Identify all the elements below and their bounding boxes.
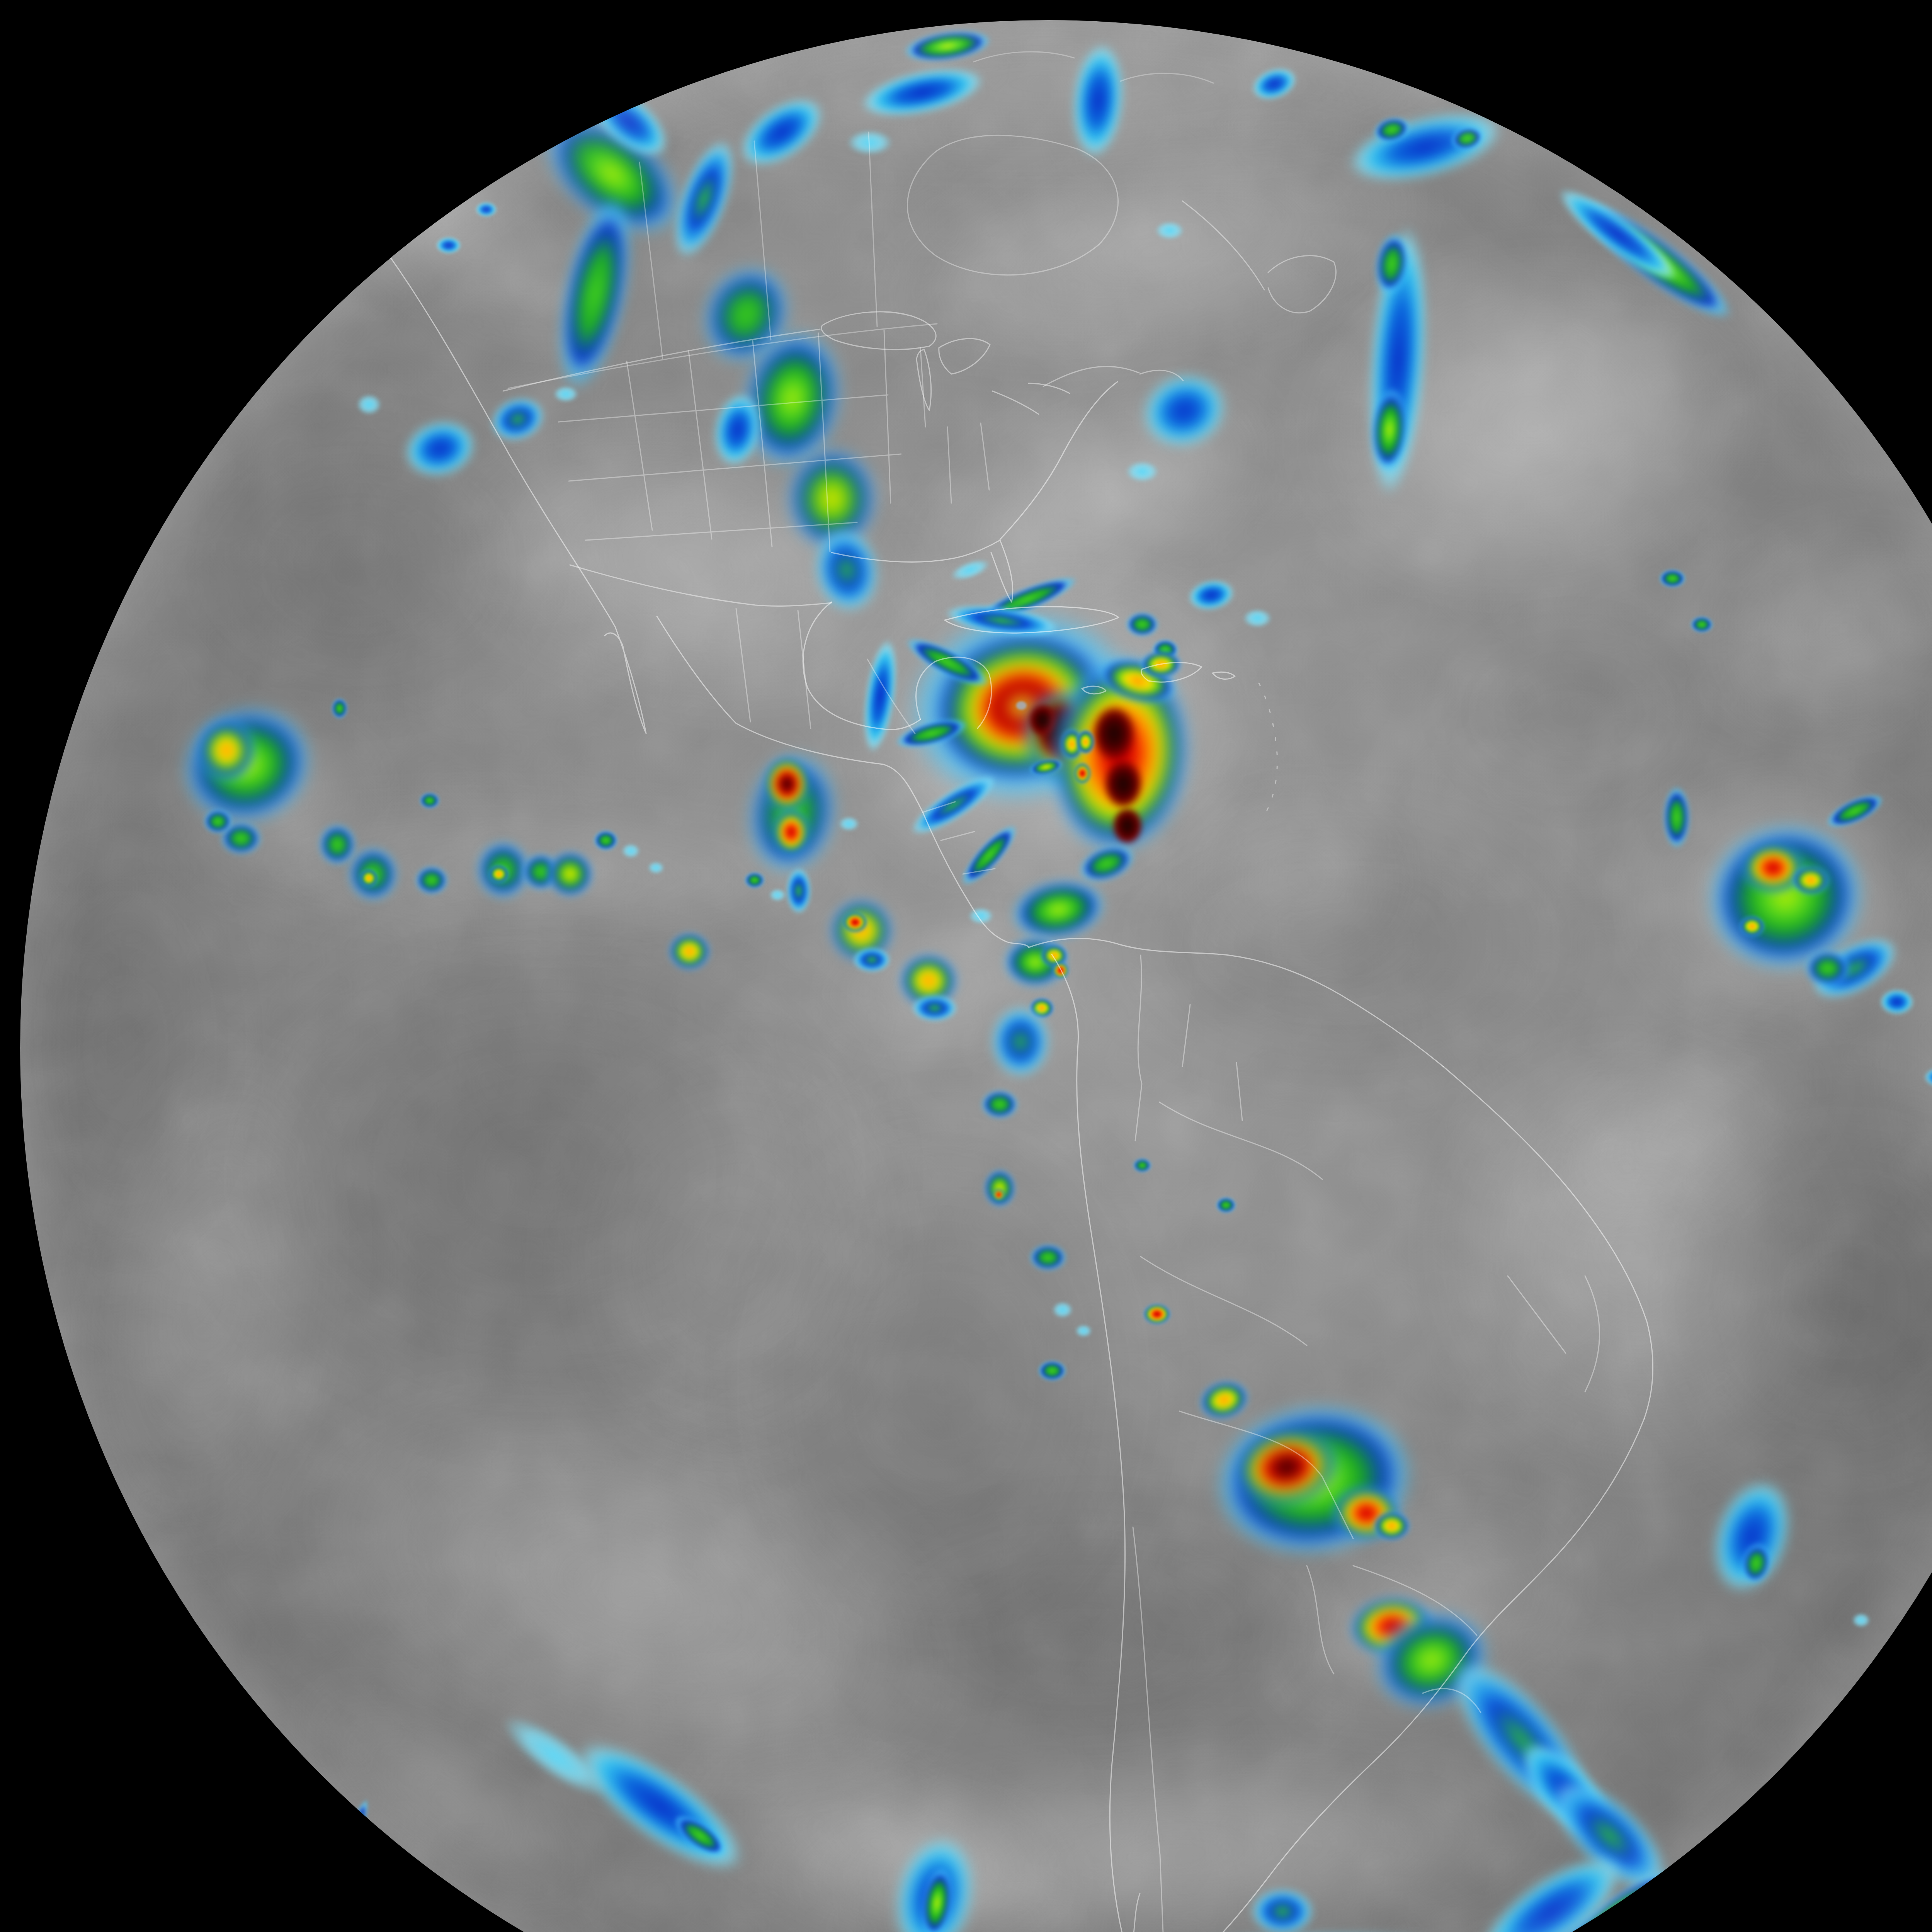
left-mid-speck bbox=[14, 913, 26, 932]
map-border-path-6 bbox=[1000, 382, 1117, 539]
map-border-path-12 bbox=[945, 607, 1119, 633]
left-blue-patch bbox=[153, 1667, 250, 1745]
map-border-path-17 bbox=[1175, 1419, 1644, 1932]
map-border-path-19 bbox=[1128, 1893, 1252, 1932]
map-border-path-13 bbox=[1082, 663, 1235, 694]
map-border-path-5 bbox=[832, 540, 1013, 602]
map-border-path-0 bbox=[377, 239, 646, 733]
map-border-path-21 bbox=[1133, 955, 1600, 1932]
map-border-path-1 bbox=[657, 616, 1029, 947]
left-speck1 bbox=[78, 1470, 99, 1485]
map-border-path-8 bbox=[821, 312, 1070, 414]
map-border-path-18 bbox=[1052, 954, 1175, 1932]
map-border-path-10 bbox=[907, 135, 1118, 275]
map-border-path-16 bbox=[1443, 1066, 1653, 1419]
map-border-path-25 bbox=[1926, 133, 1932, 1075]
map-border-path-14 bbox=[1259, 683, 1277, 815]
map-border-path-3 bbox=[803, 602, 920, 730]
map-border-path-9 bbox=[1140, 201, 1336, 381]
map-border-path-15 bbox=[1029, 939, 1443, 1066]
br-coast-speck1 bbox=[1886, 1668, 1907, 1685]
map-border-path-11 bbox=[974, 52, 1213, 83]
satellite-full-disk-view bbox=[0, 0, 1932, 1932]
map-border-path-23 bbox=[508, 132, 937, 388]
left-speck2 bbox=[113, 1519, 130, 1532]
map-border-path-4 bbox=[916, 657, 992, 728]
map-border-overlay bbox=[0, 0, 1932, 1932]
map-border-path-2 bbox=[570, 565, 832, 606]
map-border-path-24 bbox=[736, 609, 995, 874]
earth-disk-clip bbox=[0, 0, 1932, 1932]
